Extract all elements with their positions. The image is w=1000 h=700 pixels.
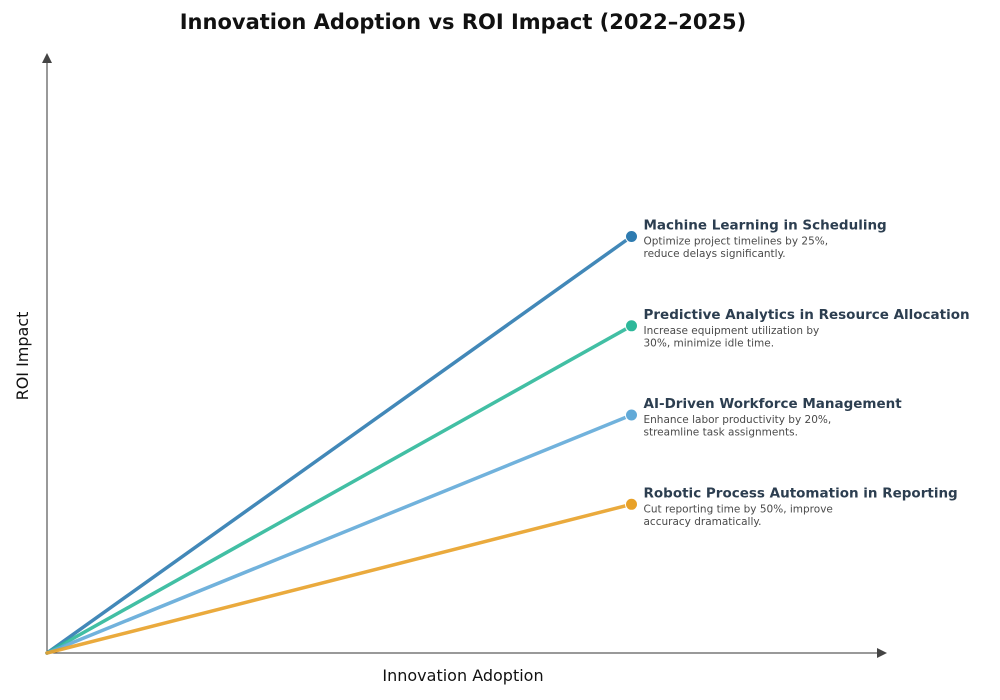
series-endpoint-predictive-analytics-in-resource-allocation — [625, 319, 638, 333]
series-description-ai-driven-workforce-management: streamline task assignments. — [644, 427, 798, 439]
x-axis-label: Innovation Adoption — [382, 666, 543, 685]
series-description-robotic-process-automation-in-reporting: Cut reporting time by 50%, improve — [644, 503, 833, 515]
series-description-machine-learning-in-scheduling: reduce delays significantly. — [644, 248, 786, 260]
y-axis-label: ROI Impact — [13, 312, 32, 401]
series-line-robotic-process-automation-in-reporting — [45, 502, 634, 655]
series-endpoint-ai-driven-workforce-management — [625, 408, 638, 422]
series-description-machine-learning-in-scheduling: Optimize project timelines by 25%, — [644, 236, 829, 248]
series-label-machine-learning-in-scheduling: Machine Learning in Scheduling — [644, 218, 887, 234]
series-ai-driven-workforce-management: AI-Driven Workforce Management Enhance la… — [45, 396, 903, 655]
series-endpoint-robotic-process-automation-in-reporting — [625, 497, 638, 511]
series-description-predictive-analytics-in-resource-allocation: 30%, minimize idle time. — [644, 337, 775, 349]
series-label-predictive-analytics-in-resource-allocation: Predictive Analytics in Resource Allocat… — [644, 307, 970, 323]
series-description-predictive-analytics-in-resource-allocation: Increase equipment utilization by — [644, 325, 820, 337]
series-description-robotic-process-automation-in-reporting: accuracy dramatically. — [644, 516, 762, 528]
series-label-robotic-process-automation-in-reporting: Robotic Process Automation in Reporting — [644, 485, 958, 501]
series-endpoint-machine-learning-in-scheduling — [625, 230, 638, 243]
series-machine-learning-in-scheduling: Machine Learning in Scheduling Optimize p… — [45, 218, 887, 655]
series-predictive-analytics-in-resource-allocation: Predictive Analytics in Resource Allocat… — [45, 307, 970, 655]
series-label-ai-driven-workforce-management: AI-Driven Workforce Management — [644, 396, 903, 412]
series-description-ai-driven-workforce-management: Enhance labor productivity by 20%, — [644, 414, 832, 426]
series-robotic-process-automation-in-reporting: Robotic Process Automation in Reporting C… — [45, 485, 958, 655]
series-line-predictive-analytics-in-resource-allocation — [45, 324, 634, 655]
series-layer: Machine Learning in Scheduling Optimize p… — [45, 218, 970, 655]
series-line-machine-learning-in-scheduling — [45, 234, 634, 655]
series-line-ai-driven-workforce-management — [45, 413, 634, 655]
chart-title: Innovation Adoption vs ROI Impact (2022–… — [179, 10, 747, 34]
